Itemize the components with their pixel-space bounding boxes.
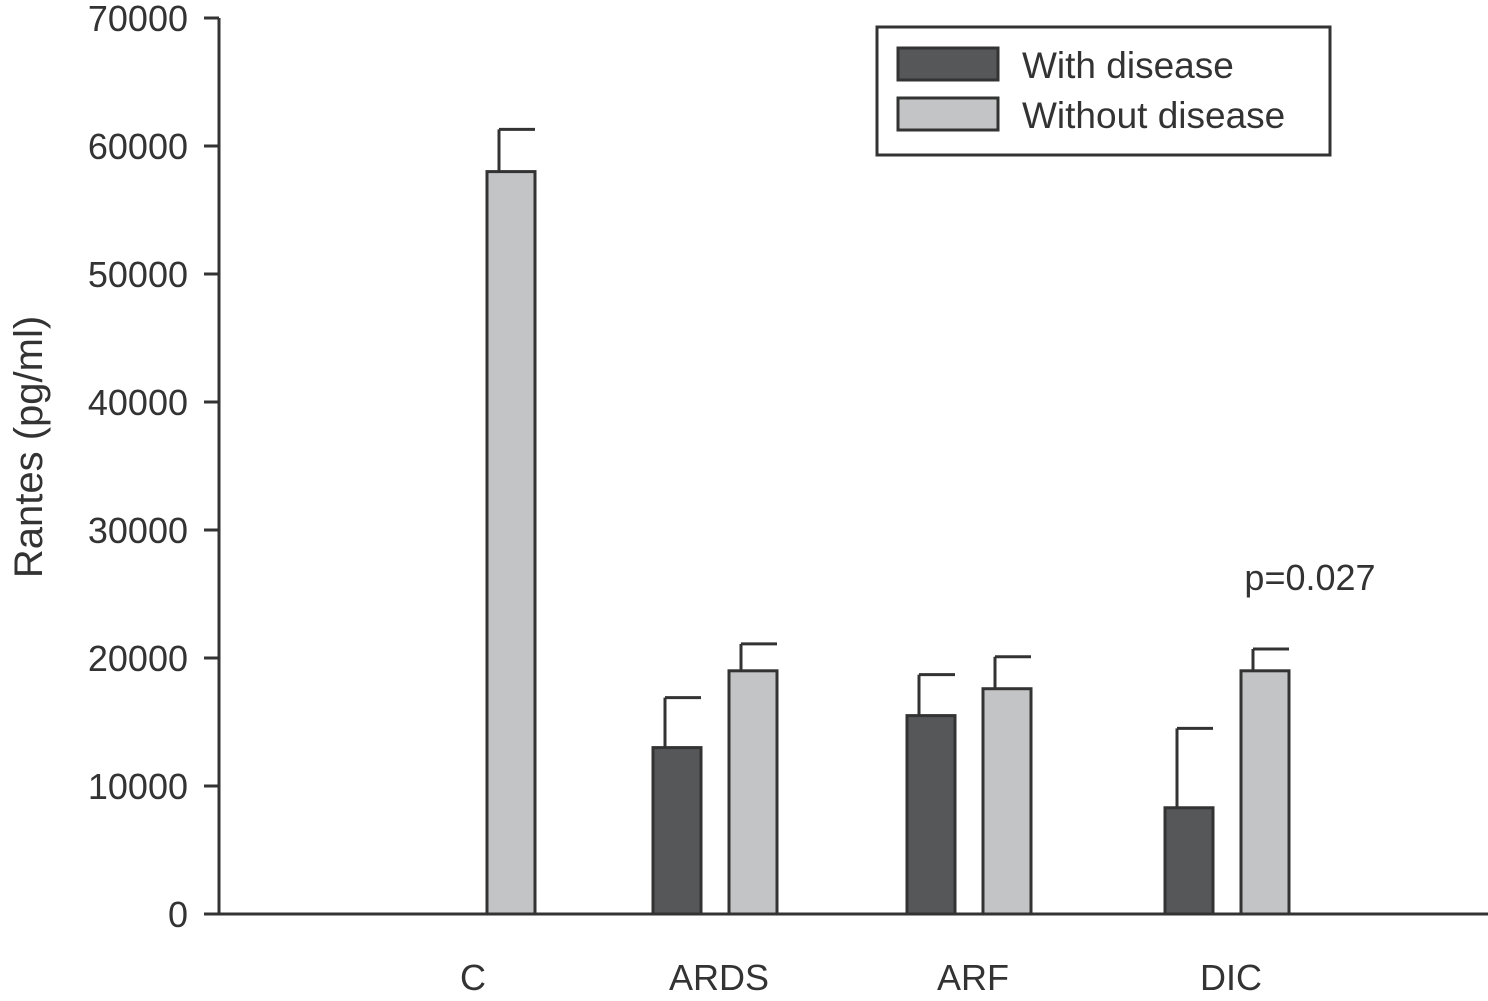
bar-arf-with-disease bbox=[905, 714, 957, 916]
y-axis-ticks: 0 10000 20000 30000 40000 50000 60000 70000 bbox=[88, 0, 219, 935]
x-category-label-arf: ARF bbox=[937, 957, 1009, 998]
p-value-annotation: p=0.027 bbox=[1244, 557, 1375, 598]
y-tick-label: 0 bbox=[168, 894, 188, 935]
y-tick-label: 50000 bbox=[88, 254, 188, 295]
legend-label-without-disease: Without disease bbox=[1022, 95, 1285, 136]
y-tick-label: 30000 bbox=[88, 510, 188, 551]
y-tick-label: 20000 bbox=[88, 638, 188, 679]
x-category-label-c: C bbox=[460, 957, 486, 998]
bar-arf-without-disease bbox=[981, 687, 1033, 916]
bar-ards-without-disease bbox=[727, 669, 779, 916]
x-axis-categories: C ARDS ARF DIC bbox=[460, 957, 1262, 998]
bars bbox=[485, 170, 1291, 916]
error-bar-c-without-disease bbox=[497, 127, 535, 172]
legend-swatch-with-disease bbox=[896, 46, 1000, 82]
y-tick-label: 10000 bbox=[88, 766, 188, 807]
error-bar-dic-with-disease bbox=[1175, 726, 1213, 808]
bar-dic-with-disease bbox=[1163, 806, 1215, 916]
legend-swatch-without-disease bbox=[896, 96, 1000, 132]
bar-ards-with-disease bbox=[651, 746, 703, 916]
bar-c-without-disease bbox=[485, 170, 537, 916]
error-bar-ards-without-disease bbox=[739, 642, 777, 671]
x-category-label-dic: DIC bbox=[1200, 957, 1262, 998]
axes bbox=[204, 18, 1488, 916]
error-bar-arf-with-disease bbox=[917, 673, 955, 716]
y-axis-label: Rantes (pg/ml) bbox=[7, 316, 51, 578]
legend: With disease Without disease bbox=[875, 25, 1332, 157]
bar-dic-without-disease bbox=[1239, 669, 1291, 916]
error-bar-arf-without-disease bbox=[993, 655, 1031, 689]
y-tick-label: 60000 bbox=[88, 126, 188, 167]
y-tick-label: 70000 bbox=[88, 0, 188, 39]
error-bar-dic-without-disease bbox=[1251, 647, 1289, 671]
y-tick-label: 40000 bbox=[88, 382, 188, 423]
legend-label-with-disease: With disease bbox=[1022, 45, 1234, 86]
error-bar-ards-with-disease bbox=[663, 696, 701, 748]
error-bars bbox=[497, 127, 1289, 808]
annotations: p=0.027 bbox=[1244, 557, 1375, 598]
x-category-label-ards: ARDS bbox=[669, 957, 769, 998]
